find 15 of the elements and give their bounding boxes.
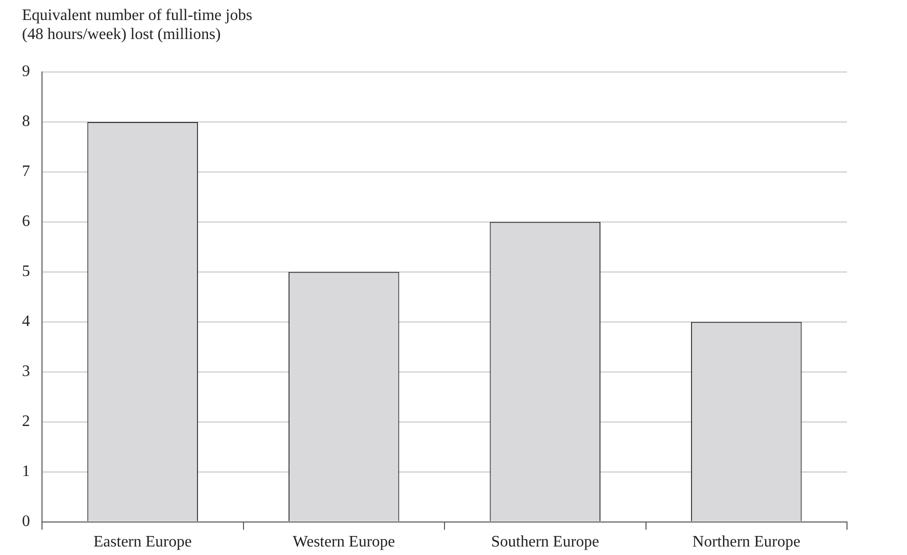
x-tick-label: Southern Europe (491, 534, 600, 551)
y-tick-label: 8 (22, 113, 30, 130)
x-tick-label: Western Europe (292, 534, 395, 551)
y-tick-label: 5 (22, 263, 30, 280)
y-tick-label: 2 (22, 413, 30, 430)
y-tick-label: 3 (22, 363, 30, 380)
y-tick-label: 7 (22, 163, 30, 180)
x-tick-label: Northern Europe (692, 534, 800, 551)
y-tick-label: 1 (22, 463, 30, 480)
y-tick-label: 6 (22, 213, 30, 230)
y-axis-title: Equivalent number of full-time jobs (48 hours/week) lost (millions) (22, 6, 252, 44)
y-tick-label: 4 (22, 313, 30, 330)
y-tick-label: 0 (22, 513, 30, 530)
y-tick-label: 9 (22, 63, 30, 80)
x-tick-label: Eastern Europe (94, 534, 192, 551)
